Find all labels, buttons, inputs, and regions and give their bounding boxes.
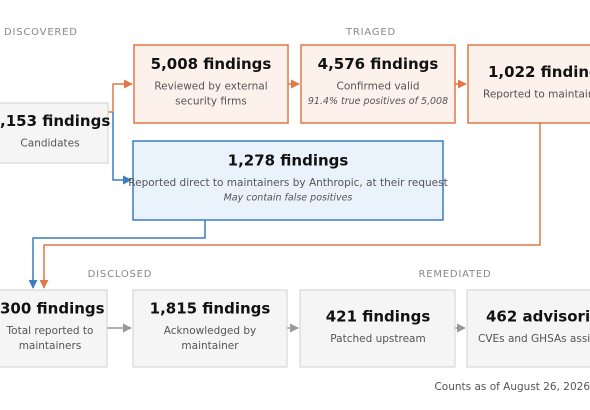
node-title: 4,576 findings — [318, 55, 439, 73]
node-title: ,153 findings — [0, 112, 110, 130]
node-title: 421 findings — [326, 307, 431, 325]
footer: Counts as of August 26, 2026 — [434, 381, 590, 393]
node-text: Candidates — [20, 137, 79, 149]
node-text: Acknowledged by — [164, 325, 257, 337]
arrow — [108, 79, 133, 113]
node-text: security firms — [175, 96, 247, 108]
stage-label: DISCOVERED — [4, 27, 78, 38]
node-box — [0, 289, 108, 368]
node-box — [133, 44, 289, 124]
node-box — [467, 44, 590, 124]
node-box — [300, 44, 456, 124]
node-text: CVEs and GHSAs assigned — [478, 333, 590, 345]
arrow — [112, 112, 132, 185]
node-note: 91.4% true positives of 5,008 — [308, 96, 448, 107]
node-title: 5,008 findings — [151, 55, 272, 73]
node-title: 1,815 findings — [150, 300, 271, 318]
stage-label: DISCLOSED — [88, 269, 153, 280]
node-title: 462 advisories — [486, 307, 590, 325]
node-title: 1,022 findings — [488, 63, 590, 81]
node-text: Reported direct to maintainers by Anthro… — [128, 177, 447, 189]
node-text: Reported to maintainer — [483, 88, 590, 100]
node-box — [466, 289, 590, 368]
node-note: May contain false positives — [224, 193, 353, 204]
node-text: maintainers — [19, 340, 82, 352]
connectors — [28, 79, 541, 333]
node-text: Confirmed valid — [337, 81, 420, 93]
node-box — [132, 289, 288, 368]
stage-label: TRIAGED — [345, 27, 396, 38]
node-text: maintainer — [181, 340, 239, 352]
node-box — [0, 102, 109, 164]
stage-label: REMEDIATED — [418, 269, 491, 280]
node-text: Patched upstream — [330, 333, 425, 345]
node-box — [299, 289, 456, 368]
arrow — [39, 123, 541, 289]
node-title: 300 findings — [0, 300, 105, 318]
node-box — [132, 140, 444, 221]
arrow — [28, 220, 206, 289]
node-text: Total reported to — [6, 325, 94, 337]
node-title: 1,278 findings — [228, 152, 349, 170]
node-text: Reviewed by external — [154, 81, 267, 93]
